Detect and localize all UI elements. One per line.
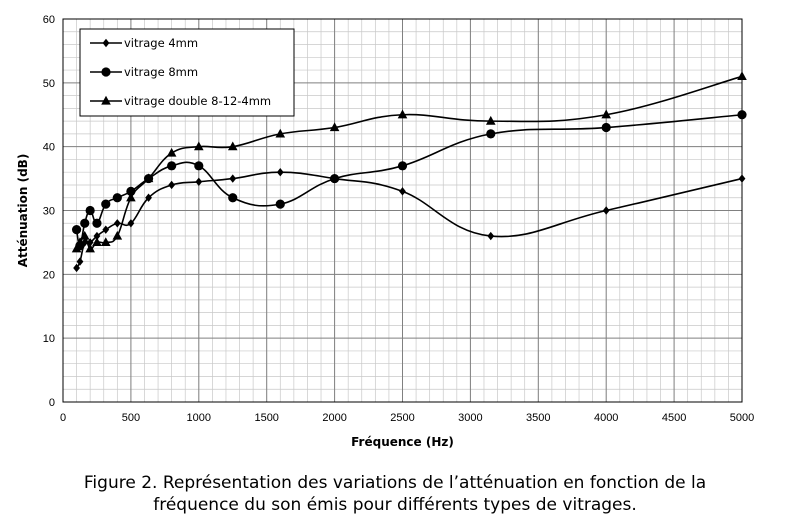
x-axis-label: Fréquence (Hz) [351,435,454,449]
data-point [737,71,747,81]
legend-marker [102,38,110,48]
data-point [228,193,238,203]
x-tick-label: 3500 [526,412,550,424]
x-tick-label: 3000 [458,412,482,424]
data-point [92,237,102,247]
data-point [102,225,110,234]
x-tick-labels: 0 500 1000 1500 2000 2500 3000 3500 4000 4500 5000 [60,412,754,424]
data-point [397,109,408,119]
legend-label: vitrage 4mm [124,36,198,50]
data-point [602,206,610,215]
data-point [399,187,406,196]
figure-caption: Figure 2. Représentation des variations … [0,472,790,516]
data-point [166,147,177,157]
data-point [601,109,611,119]
data-point [85,205,95,216]
y-tick-label: 0 [49,397,55,409]
data-point [329,122,340,132]
data-point [195,177,203,186]
legend-item: vitrage 4mm [90,36,198,50]
data-point [127,219,135,228]
y-tick-label: 60 [43,14,55,26]
data-point [71,243,82,253]
x-tick-label: 2500 [390,412,414,424]
data-point [275,199,285,209]
y-axis-label: Atténuation (dB) [16,154,30,268]
data-point [276,168,284,177]
plot-frame [62,18,743,403]
y-tick-label: 30 [43,206,55,218]
x-tick-label: 2000 [322,412,346,424]
x-tick-label: 4500 [662,412,686,424]
series-line [75,171,743,269]
data-point [601,122,611,133]
data-point [194,141,204,151]
data-point [487,231,495,241]
x-tick-label: 5000 [730,412,754,424]
series-line [75,113,743,247]
data-point [73,263,80,273]
y-tick-label: 40 [43,142,55,154]
data-point [330,173,340,184]
data-point [93,231,101,241]
legend: vitrage 4mm vitrage 8mm vitrage double 8-1… [79,28,295,117]
data-point [143,173,154,183]
data-point [275,128,286,138]
data-point [486,129,496,139]
legend-item: vitrage double 8-12-4mm [90,94,271,108]
series-triangle [71,71,747,253]
data-point [85,243,95,253]
data-point [167,161,177,171]
caption-line-1: Figure 2. Représentation des variations … [83,473,707,493]
y-tick-label: 50 [43,78,55,90]
attenuation-chart: 0 10 20 30 40 50 60 0 500 1000 1500 2000 2500 3000 35… [16,14,754,449]
x-tick-label: 1500 [254,412,278,424]
series-circle [71,110,747,251]
y-tick-label: 20 [43,269,55,281]
data-point [738,174,746,183]
data-point [229,174,237,183]
legend-marker [101,67,111,77]
data-point [145,193,152,202]
series-layer [71,71,747,273]
legend-label: vitrage 8mm [124,65,198,79]
data-point [79,230,90,240]
data-point [227,141,238,151]
data-point [397,161,408,171]
caption-line-2: fréquence du son émis pour différents ty… [153,495,637,515]
data-point [92,218,102,228]
data-point [737,110,747,120]
data-point [100,237,111,247]
legend-item: vitrage 8mm [90,65,198,79]
y-tick-labels: 0 10 20 30 40 50 60 [43,14,55,409]
y-tick-label: 10 [43,333,55,345]
data-point [113,219,121,228]
series-diamond [73,168,746,273]
legend-label: vitrage double 8-12-4mm [124,94,271,108]
data-point [112,193,122,203]
x-tick-label: 1000 [187,412,211,424]
data-point [112,230,123,240]
x-tick-label: 0 [60,412,66,424]
data-point [126,192,136,202]
data-point [194,161,204,171]
data-point [71,225,82,235]
data-point [168,180,176,190]
data-point [101,199,111,209]
data-point [80,218,90,228]
data-point [76,257,84,266]
data-point [485,115,496,125]
x-tick-label: 500 [122,412,140,424]
x-tick-label: 4000 [594,412,618,424]
data-point [75,237,85,247]
legend-marker [101,95,111,105]
